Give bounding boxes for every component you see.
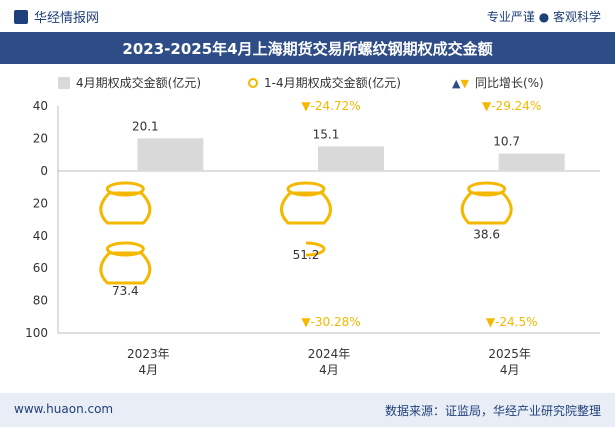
slogan: 专业严谨 ● 客观科学 (486, 10, 601, 24)
growth-label-monthly: ▼-29.24% (482, 99, 541, 113)
y-tick-label: 0 (40, 164, 48, 178)
x-tick-label: 4月 (319, 363, 339, 377)
x-tick-label: 2024年 (308, 347, 351, 361)
x-tick-label: 4月 (139, 363, 159, 377)
footer-url: www.huaon.com (14, 402, 114, 416)
brand: 华经情报网 (14, 7, 99, 26)
growth-label-cumulative: ▼-24.5% (486, 315, 538, 329)
y-tick-label: 60 (33, 261, 48, 275)
cumulative-pot-rim (105, 181, 145, 197)
y-tick-label: 80 (33, 294, 48, 308)
cumulative-pot-rim (286, 181, 326, 197)
data-label-cumulative: 51.2 (293, 248, 320, 262)
cumulative-pot-body (280, 191, 332, 225)
chart-root: 40 20 0 20 40 60 80 100 2023年 4月 2024年 4月 2025年 4月 20.… (25, 99, 600, 377)
top-bar: 华经情报网 专业严谨 ● 客观科学 (0, 0, 615, 32)
data-label-cumulative: 73.4 (112, 284, 139, 298)
cumulative-pot-body (99, 191, 152, 225)
x-tick-label: 4月 (500, 363, 520, 377)
bar-monthly (137, 138, 204, 171)
y-tick-label: 20 (33, 132, 48, 146)
legend-growth-icon: ▲▼ (452, 76, 469, 90)
brand-name: 华经情报网 (34, 11, 100, 26)
growth-label-monthly: ▼-24.72% (301, 99, 360, 113)
legend: 4月期权成交金额(亿元) 1-4月期权成交金额(亿元) ▲▼ 同比增长(%) (0, 72, 615, 94)
brand-logo-icon (14, 9, 28, 24)
cumulative-pot-body (460, 191, 513, 225)
title-bar: 2023-2025年4月上海期货交易所螺纹钢期权成交金额 (0, 32, 615, 64)
y-tick-label: 40 (33, 99, 48, 113)
legend-item-bar: 4月期权成交金额(亿元) (58, 74, 201, 91)
y-tick-label: 20 (33, 196, 48, 210)
x-tick-label: 2023年 (127, 347, 170, 361)
bar-monthly (498, 153, 565, 171)
data-label-monthly: 15.1 (313, 127, 340, 141)
cumulative-pot-rim (105, 241, 145, 257)
data-label-monthly: 20.1 (132, 119, 159, 133)
chart-area: 40 20 0 20 40 60 80 100 2023年 4月 2024年 4月 2025年 4月 20.… (25, 99, 600, 377)
legend-item-coin: 1-4月期权成交金额(亿元) (248, 74, 401, 91)
footer-source: 数据来源：证监局，华经产业研究院整理 (384, 404, 601, 418)
cumulative-pot-rim (467, 181, 507, 197)
data-label-monthly: 10.7 (493, 135, 520, 149)
legend-coin-icon (248, 77, 258, 88)
bar-monthly (318, 146, 384, 171)
legend-growth-label: 同比增长(%) (474, 76, 544, 90)
y-tick-label: 40 (33, 229, 48, 243)
legend-bar-swatch (58, 76, 70, 89)
growth-label-cumulative: ▼-30.28% (301, 315, 360, 329)
footer: www.huaon.com 数据来源：证监局，华经产业研究院整理 (0, 393, 615, 427)
y-tick-label: 100 (25, 326, 48, 340)
chart-title: 2023-2025年4月上海期货交易所螺纹钢期权成交金额 (122, 39, 493, 58)
data-label-cumulative: 38.6 (473, 228, 500, 242)
legend-item-growth: ▲▼ 同比增长(%) (452, 74, 544, 91)
x-tick-label: 2025年 (488, 347, 531, 361)
cumulative-pot-rim (286, 241, 326, 257)
legend-bar-label: 4月期权成交金额(亿元) (76, 76, 201, 90)
legend-coin-label: 1-4月期权成交金额(亿元) (264, 76, 401, 90)
cumulative-pot-body (99, 251, 152, 285)
